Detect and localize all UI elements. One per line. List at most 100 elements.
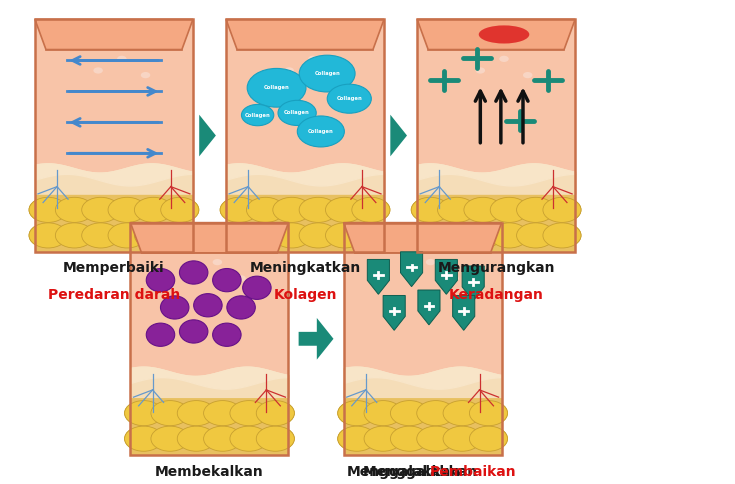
Circle shape	[411, 197, 449, 223]
Circle shape	[299, 55, 355, 92]
Circle shape	[273, 197, 311, 223]
FancyBboxPatch shape	[131, 397, 288, 455]
Circle shape	[246, 223, 284, 248]
Polygon shape	[35, 19, 193, 49]
Circle shape	[246, 197, 284, 223]
Circle shape	[308, 56, 318, 62]
Text: Keradangan: Keradangan	[448, 288, 544, 302]
Ellipse shape	[146, 323, 175, 347]
Bar	[343, 223, 501, 455]
Circle shape	[470, 401, 508, 426]
Circle shape	[108, 223, 146, 248]
Text: Collagen: Collagen	[284, 110, 310, 115]
Circle shape	[464, 197, 502, 223]
Circle shape	[29, 197, 67, 223]
Circle shape	[124, 426, 162, 451]
Circle shape	[464, 223, 502, 248]
Circle shape	[204, 426, 242, 451]
Circle shape	[490, 197, 528, 223]
Polygon shape	[383, 295, 405, 330]
Circle shape	[327, 84, 371, 113]
Circle shape	[326, 197, 364, 223]
FancyBboxPatch shape	[35, 19, 193, 252]
Circle shape	[55, 223, 93, 248]
Circle shape	[151, 426, 189, 451]
Circle shape	[517, 197, 555, 223]
FancyBboxPatch shape	[131, 223, 288, 455]
Circle shape	[151, 426, 189, 451]
Ellipse shape	[160, 296, 189, 319]
Ellipse shape	[193, 294, 222, 317]
Text: Collagen: Collagen	[308, 129, 334, 134]
Circle shape	[490, 223, 528, 248]
Polygon shape	[343, 223, 501, 253]
Circle shape	[352, 197, 390, 223]
Circle shape	[273, 223, 311, 248]
Circle shape	[443, 401, 481, 426]
Circle shape	[230, 426, 268, 451]
Circle shape	[450, 275, 459, 282]
Circle shape	[490, 223, 528, 248]
Circle shape	[108, 197, 146, 223]
Circle shape	[257, 401, 295, 426]
Circle shape	[470, 426, 508, 451]
Circle shape	[273, 197, 311, 223]
Circle shape	[543, 223, 581, 248]
Circle shape	[230, 401, 268, 426]
Circle shape	[543, 197, 581, 223]
Polygon shape	[435, 259, 457, 294]
Circle shape	[124, 401, 162, 426]
Circle shape	[299, 197, 337, 223]
Circle shape	[82, 197, 120, 223]
Circle shape	[299, 223, 337, 248]
Circle shape	[257, 426, 295, 451]
Circle shape	[93, 67, 103, 74]
Circle shape	[241, 105, 273, 126]
FancyBboxPatch shape	[417, 194, 575, 252]
Circle shape	[299, 223, 337, 248]
Circle shape	[417, 426, 455, 451]
Circle shape	[257, 401, 295, 426]
Polygon shape	[368, 259, 390, 294]
Circle shape	[204, 401, 242, 426]
Text: Collagen: Collagen	[245, 113, 270, 118]
Circle shape	[135, 197, 173, 223]
FancyBboxPatch shape	[343, 223, 501, 455]
FancyBboxPatch shape	[343, 397, 501, 455]
Circle shape	[82, 223, 120, 248]
Bar	[131, 223, 288, 455]
Circle shape	[151, 401, 189, 426]
Circle shape	[177, 401, 215, 426]
Circle shape	[55, 223, 93, 248]
Circle shape	[230, 401, 268, 426]
Circle shape	[443, 426, 481, 451]
Circle shape	[390, 401, 429, 426]
Circle shape	[332, 72, 341, 78]
Polygon shape	[417, 19, 575, 49]
Circle shape	[29, 223, 67, 248]
Circle shape	[437, 223, 476, 248]
Circle shape	[523, 72, 532, 78]
Circle shape	[517, 223, 555, 248]
Ellipse shape	[179, 320, 208, 343]
Circle shape	[284, 67, 294, 74]
Circle shape	[230, 426, 268, 451]
FancyBboxPatch shape	[226, 194, 384, 252]
Circle shape	[364, 401, 402, 426]
Circle shape	[390, 401, 429, 426]
Bar	[417, 19, 575, 252]
Circle shape	[437, 197, 476, 223]
FancyBboxPatch shape	[226, 194, 384, 252]
FancyBboxPatch shape	[343, 397, 501, 455]
FancyBboxPatch shape	[417, 194, 575, 252]
FancyBboxPatch shape	[417, 19, 575, 252]
Circle shape	[464, 197, 502, 223]
Circle shape	[490, 197, 528, 223]
Circle shape	[326, 223, 364, 248]
Circle shape	[220, 197, 258, 223]
Circle shape	[212, 259, 222, 265]
Circle shape	[257, 426, 295, 451]
Circle shape	[55, 197, 93, 223]
Circle shape	[204, 401, 242, 426]
Circle shape	[437, 197, 476, 223]
